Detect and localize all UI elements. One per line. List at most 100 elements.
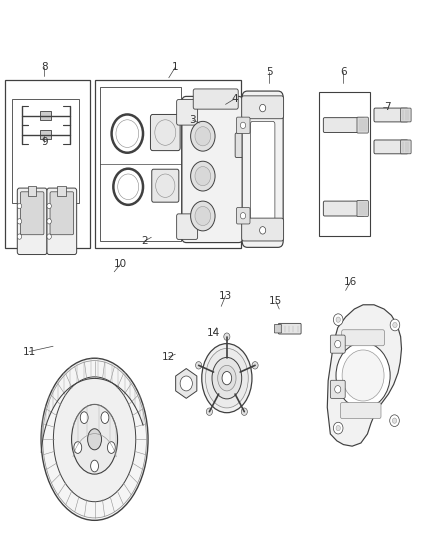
FancyBboxPatch shape <box>330 380 345 398</box>
Circle shape <box>335 341 341 348</box>
FancyBboxPatch shape <box>242 96 284 119</box>
Circle shape <box>260 104 266 112</box>
Bar <box>12 99 79 203</box>
FancyBboxPatch shape <box>374 108 408 122</box>
Ellipse shape <box>155 120 176 146</box>
Circle shape <box>390 319 400 331</box>
Polygon shape <box>176 368 197 398</box>
Bar <box>5 80 90 248</box>
Ellipse shape <box>88 429 102 450</box>
Bar <box>319 92 370 236</box>
FancyBboxPatch shape <box>401 140 411 154</box>
Circle shape <box>180 376 192 391</box>
FancyBboxPatch shape <box>177 100 198 125</box>
Circle shape <box>333 314 343 326</box>
FancyBboxPatch shape <box>357 117 368 133</box>
Circle shape <box>392 418 397 423</box>
Ellipse shape <box>118 174 139 199</box>
Circle shape <box>390 415 399 426</box>
FancyBboxPatch shape <box>182 96 243 243</box>
Circle shape <box>224 333 230 341</box>
Bar <box>40 130 51 140</box>
Ellipse shape <box>113 168 143 205</box>
Circle shape <box>336 343 390 408</box>
Circle shape <box>191 201 215 231</box>
FancyBboxPatch shape <box>374 140 408 154</box>
FancyBboxPatch shape <box>401 108 411 122</box>
Text: 11: 11 <box>22 346 36 357</box>
FancyBboxPatch shape <box>47 188 77 255</box>
Circle shape <box>393 322 397 328</box>
Circle shape <box>199 105 206 114</box>
Circle shape <box>240 122 246 128</box>
Text: 14: 14 <box>207 328 220 338</box>
Text: 13: 13 <box>219 290 232 301</box>
Ellipse shape <box>222 372 232 385</box>
Bar <box>28 187 36 196</box>
Circle shape <box>260 227 266 234</box>
Text: 15: 15 <box>269 296 283 306</box>
Ellipse shape <box>212 358 242 399</box>
Text: 8: 8 <box>41 62 48 72</box>
Circle shape <box>252 361 258 369</box>
Ellipse shape <box>112 115 143 153</box>
Circle shape <box>336 425 340 431</box>
Circle shape <box>47 204 51 209</box>
FancyBboxPatch shape <box>193 89 238 109</box>
Ellipse shape <box>74 442 82 454</box>
FancyBboxPatch shape <box>357 200 368 216</box>
Circle shape <box>191 122 215 151</box>
Text: 10: 10 <box>114 259 127 269</box>
FancyBboxPatch shape <box>342 330 385 346</box>
Ellipse shape <box>101 412 109 424</box>
FancyBboxPatch shape <box>275 325 282 333</box>
Text: 16: 16 <box>343 278 357 287</box>
Circle shape <box>335 385 341 393</box>
Ellipse shape <box>202 344 252 413</box>
Circle shape <box>17 234 21 239</box>
Ellipse shape <box>107 442 115 454</box>
Circle shape <box>206 96 214 106</box>
Ellipse shape <box>155 174 175 197</box>
Bar <box>57 187 66 196</box>
FancyBboxPatch shape <box>323 201 364 216</box>
FancyBboxPatch shape <box>242 218 284 241</box>
FancyBboxPatch shape <box>235 133 251 158</box>
FancyBboxPatch shape <box>150 115 180 151</box>
Circle shape <box>195 166 211 185</box>
FancyBboxPatch shape <box>177 214 198 239</box>
Text: 6: 6 <box>340 68 347 77</box>
Circle shape <box>47 219 51 224</box>
FancyBboxPatch shape <box>323 118 364 133</box>
Text: 4: 4 <box>231 94 237 104</box>
Circle shape <box>195 206 211 225</box>
Circle shape <box>206 408 212 415</box>
FancyBboxPatch shape <box>279 324 301 334</box>
Ellipse shape <box>116 120 139 148</box>
FancyBboxPatch shape <box>237 207 250 224</box>
Text: 3: 3 <box>190 115 196 125</box>
FancyBboxPatch shape <box>251 122 275 222</box>
Circle shape <box>195 127 211 146</box>
Circle shape <box>47 234 51 239</box>
FancyBboxPatch shape <box>50 192 74 235</box>
Circle shape <box>240 213 246 219</box>
Bar <box>95 80 241 248</box>
Text: 5: 5 <box>266 68 272 77</box>
Circle shape <box>336 317 340 322</box>
FancyBboxPatch shape <box>17 188 47 255</box>
FancyBboxPatch shape <box>242 91 283 247</box>
Text: 2: 2 <box>141 236 148 246</box>
Circle shape <box>17 204 21 209</box>
Ellipse shape <box>218 366 236 391</box>
Ellipse shape <box>53 377 136 502</box>
Circle shape <box>241 408 247 415</box>
Text: 7: 7 <box>384 102 390 112</box>
FancyBboxPatch shape <box>330 335 345 353</box>
Ellipse shape <box>41 358 148 520</box>
Ellipse shape <box>71 405 117 474</box>
Circle shape <box>191 161 215 191</box>
Text: 9: 9 <box>41 136 48 147</box>
Bar <box>40 111 51 120</box>
Circle shape <box>333 422 343 434</box>
